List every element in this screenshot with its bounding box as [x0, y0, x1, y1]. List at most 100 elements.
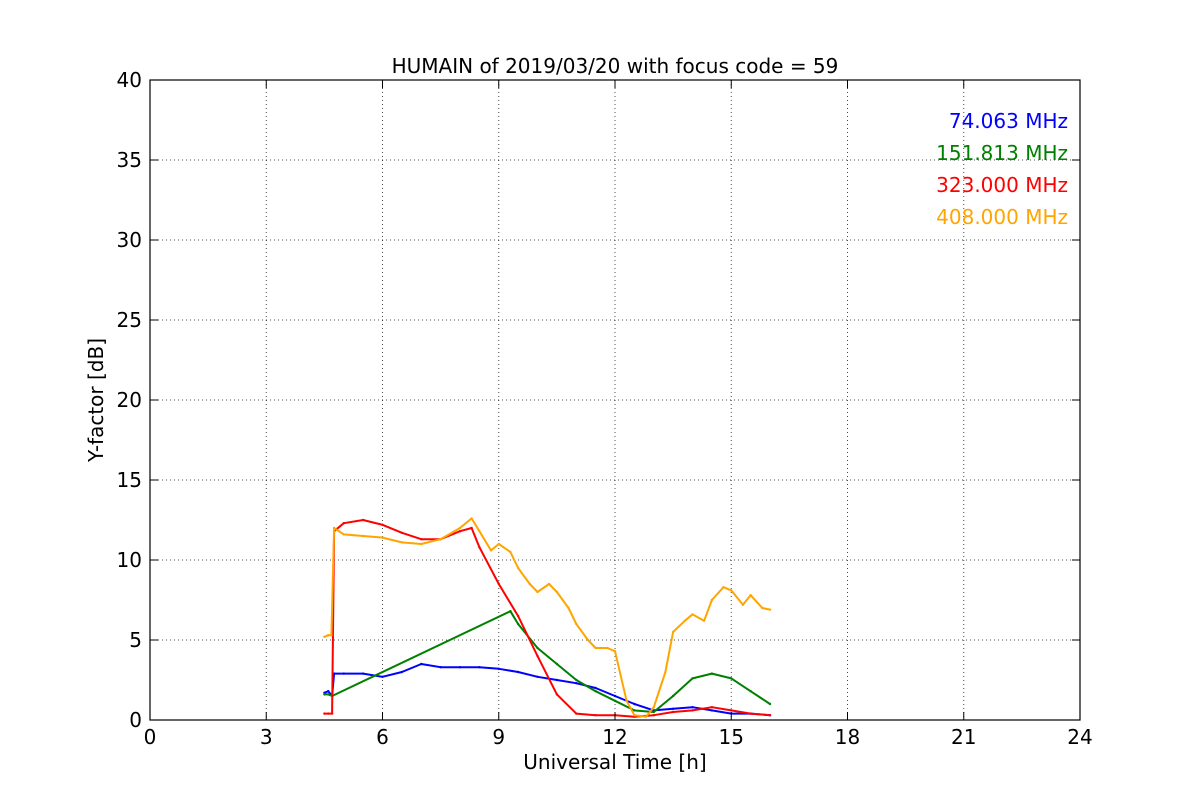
data-point — [361, 518, 365, 522]
data-point — [691, 613, 694, 616]
data-point — [547, 582, 551, 586]
data-point — [400, 541, 404, 544]
data-point — [536, 675, 539, 678]
data-point — [710, 706, 714, 709]
data-point — [594, 686, 597, 690]
data-point — [400, 670, 404, 674]
series-line — [324, 517, 771, 718]
series-151-813-mhz — [323, 610, 772, 714]
data-point — [381, 523, 384, 526]
data-point — [381, 675, 384, 678]
data-point — [470, 526, 473, 530]
data-point — [327, 693, 330, 696]
data-point — [710, 598, 714, 602]
data-point — [509, 610, 512, 613]
data-point — [691, 677, 694, 680]
data-point — [768, 608, 772, 611]
x-tick-label: 15 — [719, 725, 744, 749]
data-point — [536, 646, 539, 650]
legend-entry: 151.813 MHz — [936, 141, 1068, 165]
series-layer — [323, 517, 772, 718]
data-point — [613, 694, 617, 698]
data-point — [722, 586, 725, 589]
data-point — [516, 614, 520, 618]
data-point — [586, 638, 590, 642]
data-point — [613, 699, 617, 702]
data-point — [327, 690, 330, 693]
data-point — [470, 517, 473, 520]
data-point — [528, 582, 531, 586]
data-point — [555, 590, 559, 594]
data-point — [555, 678, 559, 682]
data-point — [478, 530, 481, 533]
data-point — [323, 712, 326, 715]
data-point — [323, 635, 326, 638]
series-line — [324, 610, 771, 713]
data-point — [509, 550, 512, 554]
y-tick-label: 20 — [117, 388, 142, 412]
data-point — [323, 693, 326, 696]
data-point — [536, 654, 539, 658]
data-point — [381, 536, 384, 539]
data-point — [702, 619, 706, 622]
x-tick-label: 18 — [835, 725, 860, 749]
data-point — [497, 667, 500, 670]
data-point — [458, 666, 462, 669]
y-tick-label: 10 — [117, 548, 142, 572]
axis-ticks: 0 3 6 9 12 15 18 21 24 0 5 10 15 20 25 30 35 40 — [117, 68, 1093, 749]
chart-title: HUMAIN of 2019/03/20 with focus code = 5… — [392, 54, 839, 78]
data-point — [730, 677, 733, 680]
data-point — [497, 542, 500, 546]
data-point — [439, 666, 442, 669]
data-point — [536, 590, 539, 594]
data-point — [458, 526, 462, 530]
data-point — [761, 606, 764, 610]
data-point — [606, 646, 609, 650]
data-point — [730, 589, 733, 592]
series-408-000-mhz — [323, 517, 772, 718]
data-point — [633, 702, 636, 706]
x-axis-label: Universal Time [h] — [523, 750, 706, 774]
data-point — [567, 606, 570, 610]
data-point — [361, 672, 365, 675]
series-line — [324, 519, 771, 718]
data-point — [691, 706, 694, 709]
data-point — [671, 710, 675, 714]
legend: 74.063 MHz 151.813 MHz 323.000 MHz 408.000 … — [936, 109, 1068, 229]
data-point — [400, 531, 404, 534]
data-point — [633, 709, 636, 712]
data-point — [478, 666, 481, 669]
data-point — [420, 538, 423, 541]
data-point — [749, 594, 752, 597]
data-point — [327, 634, 330, 637]
x-tick-label: 3 — [260, 725, 273, 749]
legend-entry: 323.000 MHz — [936, 173, 1068, 197]
y-tick-label: 5 — [129, 628, 142, 652]
data-point — [633, 714, 636, 717]
data-point — [671, 630, 675, 634]
data-point — [652, 710, 655, 714]
data-point — [458, 530, 462, 533]
data-point — [594, 714, 597, 717]
data-point — [710, 672, 714, 675]
legend-entry: 74.063 MHz — [949, 109, 1068, 133]
x-tick-label: 6 — [376, 725, 389, 749]
data-point — [575, 678, 578, 682]
data-point — [594, 690, 597, 693]
data-point — [671, 707, 675, 710]
data-point — [497, 582, 500, 586]
data-point — [652, 714, 655, 717]
y-tick-label: 35 — [117, 148, 142, 172]
x-tick-label: 12 — [602, 725, 627, 749]
data-point — [768, 714, 772, 717]
data-point — [730, 709, 733, 712]
data-point — [361, 534, 365, 538]
data-point — [342, 522, 345, 525]
data-point — [330, 712, 334, 715]
data-point — [613, 650, 617, 653]
data-point — [749, 690, 752, 693]
data-point — [625, 699, 628, 702]
data-point — [683, 619, 686, 622]
data-point — [594, 646, 597, 650]
